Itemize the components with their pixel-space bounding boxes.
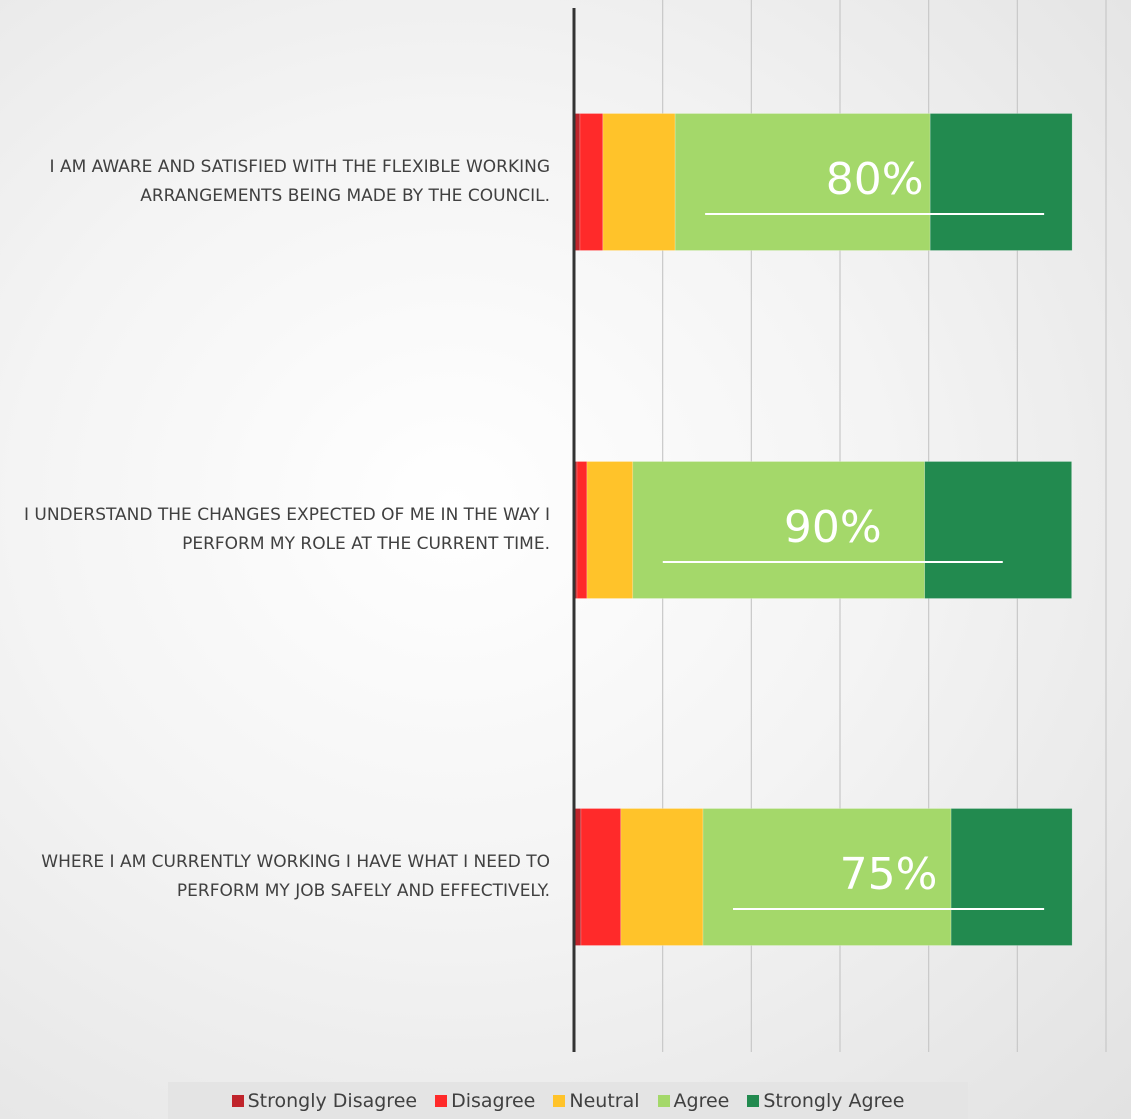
legend-item: Disagree <box>435 1090 535 1112</box>
bar-segment <box>702 808 952 946</box>
legend-label: Disagree <box>451 1089 536 1112</box>
bar-segment <box>924 461 1072 599</box>
legend-swatch <box>231 1094 244 1107</box>
bar-segment <box>929 113 1073 251</box>
bar-segment <box>602 113 676 251</box>
legend-label: Neutral <box>569 1089 640 1112</box>
legend-item: Strongly Disagree <box>231 1089 418 1112</box>
legend-swatch <box>747 1094 760 1107</box>
bar-segment <box>580 808 622 946</box>
bar-segment <box>950 808 1073 946</box>
legend-label: Strongly Disagree <box>247 1089 418 1112</box>
bar-segment <box>586 461 634 599</box>
legend-item: Strongly Agree <box>747 1090 904 1112</box>
category-label: WHERE I AM CURRENTLY WORKING I HAVE WHAT… <box>41 852 550 901</box>
category-label: I AM AWARE AND SATISFIED WITH THE FLEXIB… <box>49 157 550 206</box>
bar-segment <box>620 808 704 946</box>
bar-segment <box>576 461 588 599</box>
legend-swatch <box>553 1094 566 1107</box>
legend-swatch <box>435 1094 448 1107</box>
bar-segment <box>674 113 931 251</box>
legend-label: Strongly Agree <box>763 1089 905 1112</box>
legend-item: Neutral <box>553 1089 640 1112</box>
bar-segment <box>579 113 604 251</box>
legend: Strongly Disagree Disagree Neutral Agree Str… <box>168 1082 968 1119</box>
annotation: 80% <box>826 154 924 205</box>
legend-swatch <box>657 1094 670 1107</box>
legend-item: Agree <box>657 1089 730 1112</box>
annotation: 75% <box>840 849 938 900</box>
annotation: 90% <box>784 502 882 553</box>
category-label: I UNDERSTAND THE CHANGES EXPECTED OF ME … <box>23 505 550 554</box>
chart: 80% 90% 75% <box>572 0 1107 1052</box>
legend-label: Agree <box>673 1089 730 1112</box>
